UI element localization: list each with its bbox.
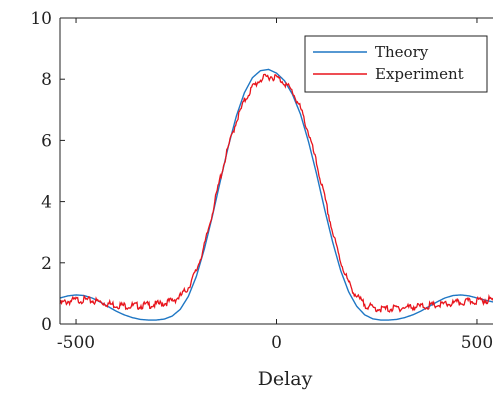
x-tick-label: -500 xyxy=(57,333,95,353)
y-tick-label: 6 xyxy=(41,131,52,151)
series-layer xyxy=(59,68,493,321)
y-tick-label: 0 xyxy=(41,315,52,335)
y-tick-label: 4 xyxy=(41,193,52,213)
x-tick-label: 500 xyxy=(461,333,493,353)
series-line-theory xyxy=(59,68,493,321)
legend-label-experiment: Experiment xyxy=(375,65,464,83)
x-axis-label: Delay xyxy=(258,368,313,390)
legend-label-theory: Theory xyxy=(375,43,429,61)
legend-box xyxy=(304,35,488,93)
legend: Theory Experiment xyxy=(304,35,488,93)
series-line-experiment xyxy=(59,73,493,313)
y-tick-label: 10 xyxy=(30,9,52,29)
y-tick-label: 8 xyxy=(41,70,52,90)
y-tick-label: 2 xyxy=(41,254,52,274)
x-tick-label: 0 xyxy=(271,333,282,353)
